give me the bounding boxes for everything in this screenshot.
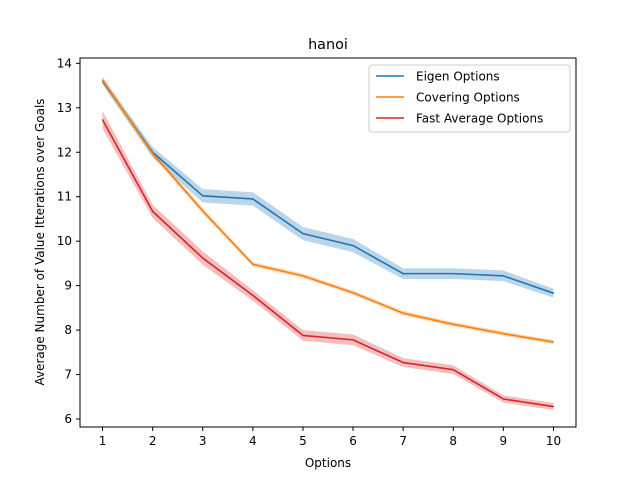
series-1-point [402, 312, 404, 314]
series-2-point [352, 339, 354, 341]
y-axis-label: Average Number of Value Itterations over… [33, 98, 47, 385]
x-tick-label: 4 [249, 434, 257, 448]
y-tick-label: 7 [64, 368, 72, 382]
series-1-point [352, 292, 354, 294]
legend-item: Fast Average Options [376, 112, 543, 126]
series-1-point [252, 263, 254, 265]
series-0-point [552, 292, 555, 294]
legend-label: Covering Options [416, 91, 520, 105]
legend-item: Covering Options [376, 91, 520, 105]
series-1-point [302, 275, 304, 277]
chart-title: hanoi [308, 37, 348, 53]
series-0-point [252, 198, 254, 200]
x-tick-label: 5 [299, 434, 307, 448]
y-axis: 6 7 8 9 10 11 12 13 14 [57, 56, 80, 426]
series-0-point [202, 195, 204, 197]
series-2-point [402, 361, 404, 364]
series-2-point [552, 405, 555, 408]
legend: Eigen Options Covering Options Fast Averag… [368, 64, 571, 133]
series-2-point [502, 398, 504, 400]
series-0-point [402, 273, 404, 275]
series-1-point [202, 210, 204, 212]
series-0-point [352, 245, 354, 247]
x-tick-label: 3 [199, 434, 207, 448]
legend-item: Eigen Options [376, 70, 500, 84]
x-tick-label: 6 [349, 434, 357, 448]
series-0-line [101, 80, 554, 294]
series-1-point [502, 333, 504, 335]
series-0-point [452, 273, 454, 275]
y-tick-label: 11 [57, 190, 72, 204]
series-2-point [302, 334, 304, 337]
x-axis: 1 2 3 4 5 6 7 8 9 10 [99, 427, 561, 448]
legend-label: Eigen Options [416, 70, 500, 84]
x-tick-label: 2 [149, 434, 157, 448]
x-tick-label: 10 [546, 434, 561, 448]
y-tick-label: 6 [64, 412, 72, 426]
y-tick-label: 12 [57, 145, 72, 159]
series-0-point [502, 275, 504, 277]
series-1-point [452, 323, 454, 325]
x-tick-label: 7 [399, 434, 407, 448]
series-2-point [202, 257, 204, 259]
x-axis-label: Options [305, 456, 351, 470]
series-2-line [101, 119, 554, 408]
series-1-point [552, 341, 555, 343]
series-lines [101, 79, 555, 408]
series-1-point [152, 152, 154, 155]
x-tick-label: 9 [500, 434, 508, 448]
y-tick-label: 14 [57, 56, 72, 70]
y-tick-label: 8 [64, 323, 72, 337]
legend-label: Fast Average Options [416, 112, 543, 126]
plot-area-frame [79, 57, 577, 428]
series-1 [101, 79, 555, 343]
series-2-point [152, 210, 154, 212]
y-tick-label: 9 [64, 279, 72, 293]
series-1-point [101, 79, 104, 81]
legend-box [368, 64, 571, 133]
series-2 [101, 119, 555, 408]
y-tick-label: 13 [57, 101, 72, 115]
series-2-point [452, 369, 454, 371]
series-1-line [101, 79, 554, 343]
x-tick-label: 8 [449, 434, 457, 448]
series-0-point [302, 233, 304, 235]
y-tick-label: 10 [57, 234, 72, 248]
x-tick-label: 1 [99, 434, 107, 448]
series-2-point [101, 119, 104, 121]
series-2-point [252, 294, 254, 297]
